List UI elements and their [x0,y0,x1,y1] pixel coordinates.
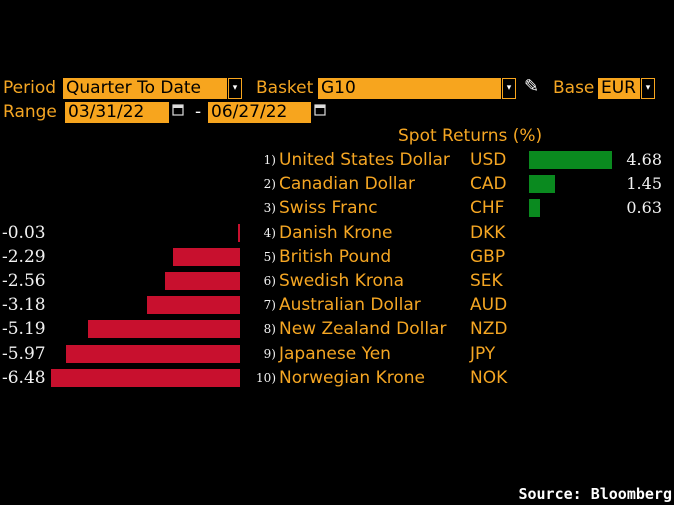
return-bar [50,369,240,387]
row-number: 9) [263,347,276,361]
row-number: 4) [263,226,276,240]
return-bar [173,248,240,266]
return-value: 1.45 [626,174,662,193]
currency-name[interactable]: Canadian Dollar [279,174,415,194]
row-number: 7) [263,298,276,312]
currency-name[interactable]: British Pound [279,247,392,267]
row-number: 10) [256,371,276,385]
return-value: 4.68 [626,150,662,169]
return-value: 0.63 [626,198,662,217]
base-dropdown-arrow-icon[interactable]: ▾ [641,78,655,99]
basket-label: Basket [256,78,314,98]
period-label: Period [3,78,57,98]
return-value: -2.56 [2,271,46,291]
return-bar [529,151,613,169]
currency-code[interactable]: CAD [470,174,507,194]
range-start-field[interactable]: 03/31/22 [65,102,169,123]
return-value: -0.03 [2,223,46,243]
return-bar [529,199,541,217]
return-value: -5.19 [2,319,46,339]
return-value: -5.97 [2,344,46,364]
currency-code[interactable]: NOK [470,368,508,388]
currency-name[interactable]: Danish Krone [279,223,393,243]
range-start-calendar-icon[interactable] [170,102,186,123]
currency-name[interactable]: Australian Dollar [279,295,421,315]
return-bar [88,320,240,338]
currency-code[interactable]: GBP [470,247,506,267]
base-dropdown[interactable]: EUR [598,78,640,99]
source-credit: Source: Bloomberg [518,485,672,503]
currency-name[interactable]: Japanese Yen [279,344,391,364]
period-dropdown[interactable]: Quarter To Date [63,78,227,99]
return-bar [165,272,240,290]
range-end-calendar-icon[interactable] [312,102,328,123]
row-number: 1) [263,153,276,167]
return-bar [238,224,240,242]
currency-code[interactable]: JPY [470,344,496,364]
return-bar [65,345,240,363]
range-label: Range [3,102,57,122]
currency-code[interactable]: CHF [470,198,505,218]
row-number: 6) [263,274,276,288]
return-bar [529,175,555,193]
row-number: 8) [263,322,276,336]
period-dropdown-arrow-icon[interactable]: ▾ [228,78,242,99]
currency-code[interactable]: USD [470,150,507,170]
currency-code[interactable]: DKK [470,223,506,243]
row-number: 5) [263,250,276,264]
pencil-icon[interactable]: ✎ [524,76,540,97]
currency-code[interactable]: NZD [470,319,508,339]
currency-name[interactable]: Swiss Franc [279,198,378,218]
range-separator: - [195,102,202,122]
currency-name[interactable]: United States Dollar [279,150,450,170]
return-value: -2.29 [2,247,46,267]
basket-dropdown[interactable]: G10 [318,78,501,99]
currency-name[interactable]: Norwegian Krone [279,368,425,388]
currency-name[interactable]: New Zealand Dollar [279,319,447,339]
basket-dropdown-arrow-icon[interactable]: ▾ [502,78,516,99]
row-number: 2) [263,177,276,191]
row-number: 3) [263,201,276,215]
currency-name[interactable]: Swedish Krona [279,271,405,291]
currency-code[interactable]: SEK [470,271,503,291]
base-label: Base [553,78,595,98]
spot-returns-header: Spot Returns (%) [398,126,543,146]
return-bar [147,296,240,314]
return-value: -6.48 [2,368,46,388]
range-end-field[interactable]: 06/27/22 [208,102,311,123]
return-value: -3.18 [2,295,46,315]
currency-code[interactable]: AUD [470,295,508,315]
